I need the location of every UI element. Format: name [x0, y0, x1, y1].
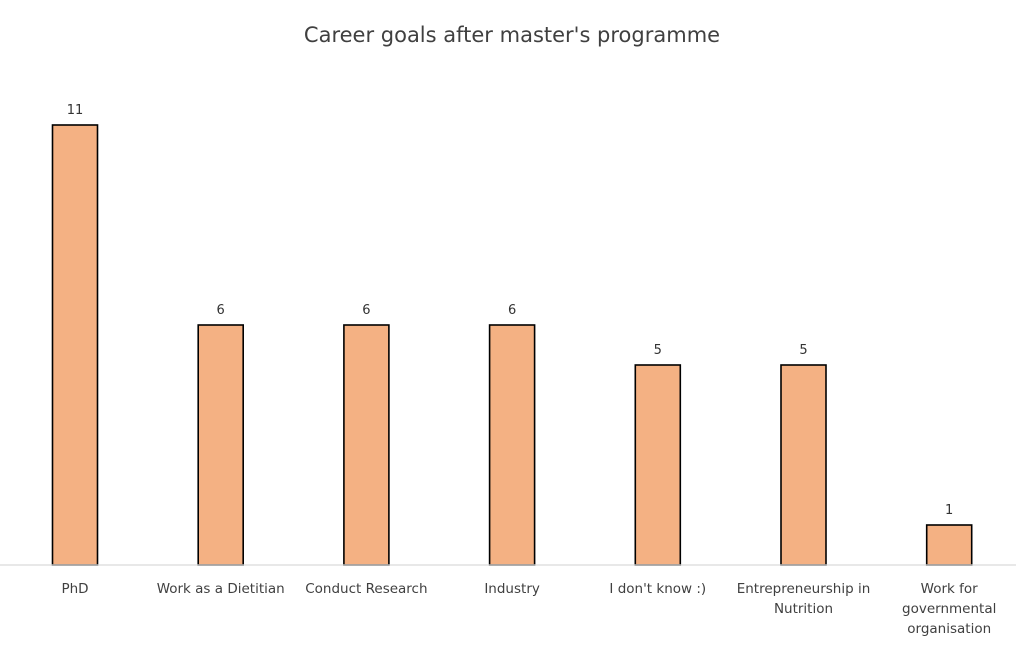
data-labels-group: 11 6 6 6 5 5 1 [67, 103, 954, 518]
x-tick-label-6: Work for governmental organisation [902, 581, 996, 637]
bars-group [51, 124, 973, 566]
x-tick-label-1: Work as a Dietitian [157, 581, 285, 597]
x-tick-label-0: PhD [61, 581, 88, 597]
chart-title: Career goals after master's programme [304, 23, 720, 47]
data-label-5: 5 [799, 343, 807, 358]
bar-2 [343, 324, 390, 566]
data-label-6: 1 [945, 503, 953, 518]
x-tick-label-5: Entrepreneurship in Nutrition [737, 581, 871, 617]
bar-3 [488, 324, 536, 566]
bar-6 [925, 524, 973, 566]
x-tick-label-2: Conduct Research [305, 581, 427, 597]
bar-0 [51, 124, 99, 566]
data-label-3: 6 [508, 303, 516, 318]
data-label-0: 11 [67, 103, 84, 118]
x-tick-labels-group: PhD Work as a Dietitian Conduct Research In… [61, 581, 996, 637]
x-tick-label-3: Industry [484, 581, 540, 597]
bar-5 [780, 364, 827, 566]
data-label-1: 6 [217, 303, 225, 318]
bar-4 [634, 364, 682, 566]
bar-1 [197, 324, 244, 566]
x-tick-label-4: I don't know :) [609, 581, 706, 597]
data-label-2: 6 [362, 303, 370, 318]
data-label-4: 5 [654, 343, 662, 358]
